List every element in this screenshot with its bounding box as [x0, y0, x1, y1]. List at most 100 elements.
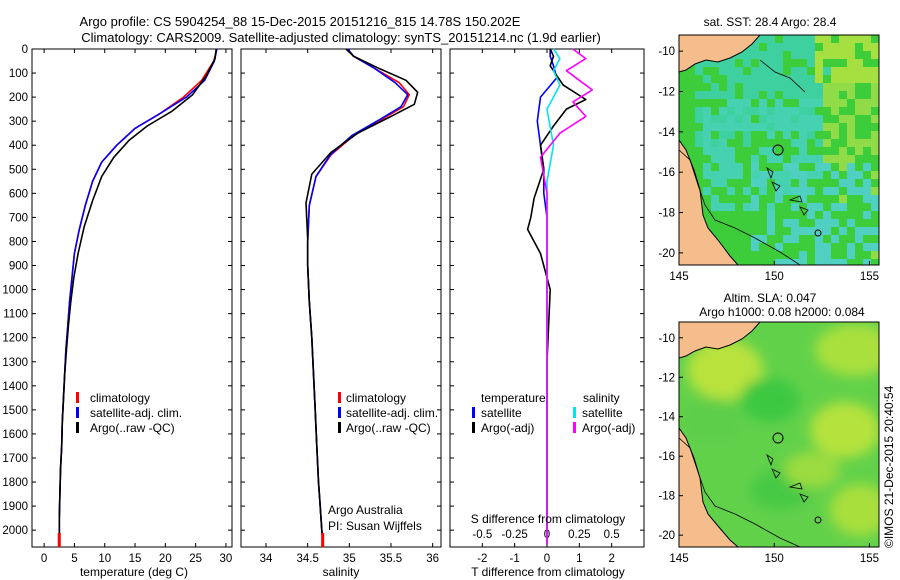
sst-cell — [727, 203, 735, 211]
sst-cell — [831, 187, 839, 195]
sst-cell — [767, 59, 775, 67]
sst-cell — [847, 91, 855, 99]
sst-cell — [719, 179, 727, 187]
sst-cell — [711, 83, 719, 91]
sst-cell — [783, 75, 791, 83]
imos-credit: ©IMOS 21-Dec-2015 20:40:54 — [882, 385, 896, 548]
sst-cell — [703, 123, 711, 131]
sst-cell — [791, 107, 799, 115]
y-tick-label: 200 — [9, 92, 28, 104]
y-tick-label: 1800 — [2, 477, 28, 489]
sst-cell — [863, 259, 871, 265]
sst-cell — [783, 43, 791, 51]
map-y-tick-label: -18 — [658, 491, 675, 503]
legend-swatch-t-argo — [472, 422, 475, 433]
legend-title-temperature: temperature — [481, 391, 546, 405]
sst-cell — [719, 123, 727, 131]
sst-cell — [831, 43, 839, 51]
sst-cell — [775, 155, 783, 163]
map-y-tick-label: -10 — [658, 333, 675, 345]
sst-cell — [863, 107, 871, 115]
sst-cell — [783, 171, 791, 179]
sst-cell — [847, 43, 855, 51]
sst-cell — [743, 187, 751, 195]
sst-cell — [823, 99, 831, 107]
sst-cell — [775, 83, 783, 91]
sst-cell — [855, 171, 863, 179]
sst-cell — [727, 123, 735, 131]
sst-cell — [791, 163, 799, 171]
sst-cell — [791, 115, 799, 123]
y-tick-label: 1300 — [2, 357, 28, 369]
sst-cell — [815, 219, 823, 227]
sst-cell — [751, 235, 759, 243]
sst-cell — [783, 259, 791, 265]
sst-cell — [767, 171, 775, 179]
sst-cell — [743, 59, 751, 67]
sst-cell — [855, 59, 863, 67]
sst-cell — [759, 147, 767, 155]
sst-cell — [847, 251, 855, 259]
sst-cell — [727, 75, 735, 83]
sst-cell — [839, 203, 847, 211]
sst-cell — [847, 171, 855, 179]
sst-cell — [759, 35, 767, 43]
secondary-marker — [814, 229, 822, 237]
sst-cell — [727, 59, 735, 67]
sst-cell — [855, 235, 863, 243]
sst-cell — [775, 51, 783, 59]
sst-cell — [711, 171, 719, 179]
sst-cell — [743, 91, 751, 99]
sst-cell — [815, 227, 823, 235]
sst-cell — [823, 91, 831, 99]
sst-cell — [831, 67, 839, 75]
sst-cell — [703, 75, 711, 83]
sst-cell — [807, 131, 815, 139]
sst-cell — [831, 259, 839, 265]
sst-cell — [775, 187, 783, 195]
sst-cell — [847, 51, 855, 59]
sst-cell — [775, 107, 783, 115]
reef-contour — [679, 437, 801, 547]
sst-cell — [855, 67, 863, 75]
map-x-tick-label: 155 — [860, 553, 879, 565]
sst-cell — [791, 35, 799, 43]
sst-cell — [751, 195, 759, 203]
sst-cell — [831, 51, 839, 59]
sst-cell — [719, 67, 727, 75]
map-y-tick-label: -14 — [658, 412, 675, 424]
sst-cell — [767, 51, 775, 59]
sst-cell — [799, 35, 807, 43]
sst-cell — [839, 195, 847, 203]
sst-cell — [767, 115, 775, 123]
sst-cell — [871, 43, 879, 51]
sst-cell — [863, 187, 871, 195]
legend-label-argo: Argo(..raw -QC) — [346, 421, 431, 435]
sst-cell — [855, 75, 863, 83]
sst-cell — [847, 67, 855, 75]
map-y-tick-label: -18 — [658, 208, 675, 220]
sst-cell — [823, 155, 831, 163]
sst-cell — [847, 163, 855, 171]
temperature-panel: 0100200300400500600700800900100011001200… — [2, 44, 233, 579]
sst-cell — [767, 75, 775, 83]
sst-cell — [815, 259, 823, 265]
legend-swatch-argo — [338, 422, 341, 433]
sst-cell — [735, 107, 743, 115]
sst-cell — [871, 83, 879, 91]
sst-cell — [863, 139, 871, 147]
sst-cell — [703, 171, 711, 179]
sst-cell — [727, 131, 735, 139]
sst-cell — [767, 211, 775, 219]
sst-cell — [855, 147, 863, 155]
sst-cell — [815, 75, 823, 83]
sst-cell — [767, 67, 775, 75]
sst-cell — [839, 155, 847, 163]
sst-cell — [751, 171, 759, 179]
sst-cell — [791, 187, 799, 195]
map-x-tick-label: 150 — [765, 271, 784, 283]
sst-cell — [831, 91, 839, 99]
sst-cell — [831, 107, 839, 115]
sst-cell — [847, 179, 855, 187]
